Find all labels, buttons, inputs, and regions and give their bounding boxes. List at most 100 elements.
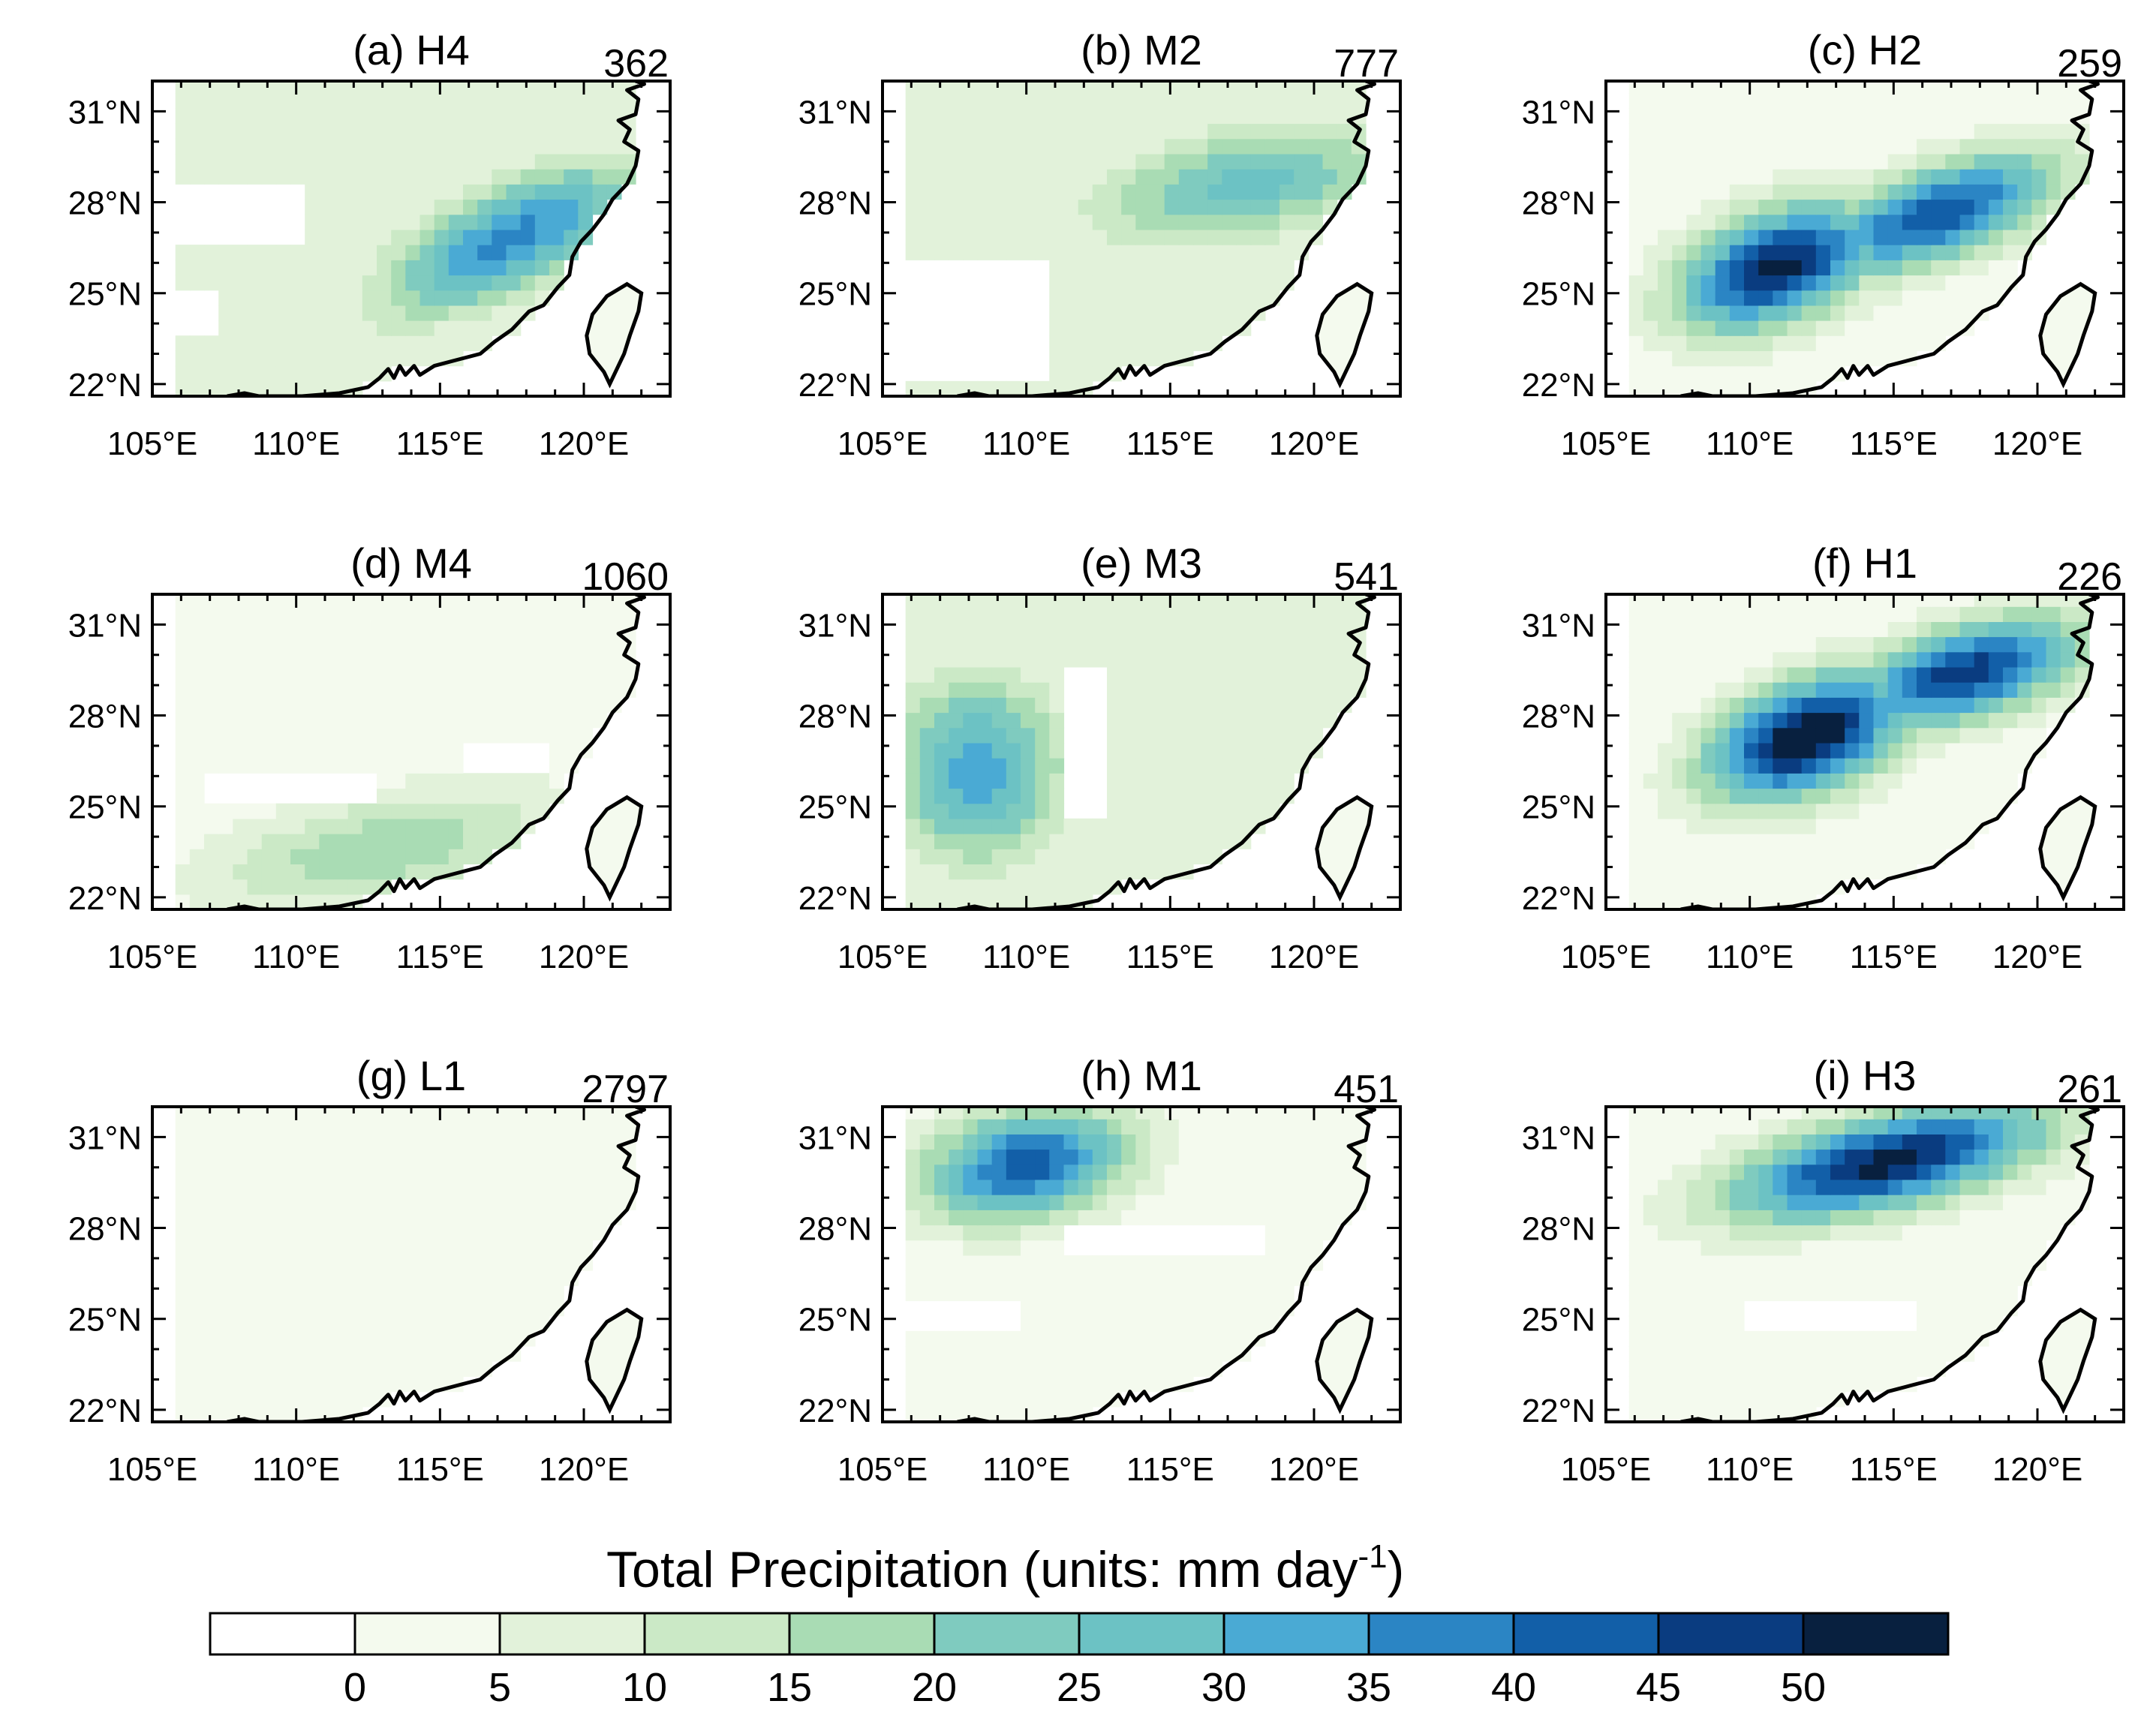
precip-cell <box>520 275 536 291</box>
precip-cell <box>1250 245 1266 260</box>
precip-cell <box>290 335 305 351</box>
precip-cell <box>362 275 377 291</box>
precip-cell <box>1207 1107 1222 1119</box>
precip-cell <box>1236 169 1252 185</box>
precip-cell <box>977 636 993 653</box>
lat-tick-label: 25°N <box>798 276 872 313</box>
precip-cell <box>1178 803 1194 819</box>
precip-cell <box>305 184 320 200</box>
precip-cell <box>1049 594 1065 607</box>
precip-cell <box>1178 1346 1194 1362</box>
precip-cell <box>1207 1300 1222 1317</box>
precip-cell <box>1150 305 1165 321</box>
precip-cell <box>391 245 406 260</box>
precip-cell <box>1264 742 1280 759</box>
precip-cell <box>1049 651 1065 668</box>
precip-cell <box>463 1240 478 1256</box>
precip-cell <box>305 138 320 155</box>
precip-cell <box>1917 138 1932 155</box>
precip-cell <box>305 879 320 895</box>
precip-cell <box>419 320 435 336</box>
precip-cell <box>1902 275 1917 291</box>
precip-cell <box>949 229 964 245</box>
precip-cell <box>305 894 320 909</box>
precip-cell <box>463 1255 478 1271</box>
precip-cell <box>1078 1119 1093 1134</box>
precip-cell <box>977 879 993 895</box>
precip-cell <box>218 1300 233 1317</box>
precip-cell <box>377 1330 392 1347</box>
precip-cell <box>1164 1107 1180 1119</box>
precip-cell <box>1830 260 1845 276</box>
taiwan-outline <box>585 281 644 389</box>
taiwan-outline <box>2038 795 2097 902</box>
precip-cell <box>1758 803 1773 819</box>
precip-cell <box>1164 1134 1180 1150</box>
precip-cell <box>189 1149 205 1165</box>
precip-cell <box>261 81 277 94</box>
precip-cell <box>1628 636 1644 653</box>
precip-cell <box>1917 742 1932 759</box>
precip-cell <box>189 260 205 276</box>
precip-cell <box>1250 773 1266 789</box>
precip-cell <box>305 1361 320 1377</box>
precip-cell <box>1222 153 1237 170</box>
precip-cell <box>1859 108 1875 125</box>
precip-cell <box>1830 305 1845 321</box>
precip-cell <box>1758 290 1773 306</box>
precip-cell <box>520 803 536 819</box>
lat-tick-label: 28°N <box>68 699 142 735</box>
coastline <box>1680 594 2100 909</box>
precip-cell <box>405 138 421 155</box>
precip-cell <box>362 1376 377 1393</box>
precip-cell <box>1887 169 1903 185</box>
precip-cell <box>1006 1376 1021 1393</box>
precip-cell <box>204 606 219 622</box>
precip-cell <box>477 1164 492 1180</box>
precip-cell <box>1279 682 1295 698</box>
precip-cell <box>2003 199 2018 215</box>
precip-cell <box>949 93 964 109</box>
precip-cell <box>578 666 594 683</box>
precip-cell <box>549 1149 564 1165</box>
precip-cell <box>434 108 450 125</box>
precip-cell <box>1236 818 1252 834</box>
precip-cell <box>233 138 248 155</box>
precip-cell <box>1686 350 1702 367</box>
precip-cell <box>477 606 492 622</box>
precip-cell <box>1021 1107 1036 1119</box>
precip-cell <box>1988 93 2004 109</box>
precip-cell <box>405 290 421 306</box>
precip-cell <box>1006 93 1021 109</box>
precip-cell <box>963 1255 979 1271</box>
precip-cell <box>1294 138 1309 155</box>
precip-cell <box>1063 1119 1079 1134</box>
precip-cell <box>247 260 263 276</box>
precip-cell <box>347 365 363 382</box>
precip-cell <box>1729 1346 1745 1362</box>
precip-cell <box>1773 275 1788 291</box>
precip-cell <box>1150 1346 1165 1362</box>
precip-cell <box>1150 1376 1165 1393</box>
precip-cell <box>1700 108 1716 125</box>
precip-cell <box>1686 245 1702 260</box>
precip-cell <box>204 727 219 744</box>
precip-cell <box>1787 229 1803 245</box>
precip-cell <box>1945 682 1961 698</box>
precip-cell <box>419 1134 435 1150</box>
precip-cell <box>1859 305 1875 321</box>
precip-cell <box>1758 894 1773 909</box>
precip-cell <box>319 758 335 774</box>
precip-cell <box>1164 1285 1180 1302</box>
precip-cell <box>275 1134 291 1150</box>
precip-cell <box>919 1255 935 1271</box>
precip-cell <box>1902 290 1917 306</box>
precip-cell <box>1700 594 1716 607</box>
precip-cell <box>949 123 964 140</box>
precip-cell <box>1715 81 1731 94</box>
precip-cell <box>347 682 363 698</box>
precip-cell <box>405 1134 421 1150</box>
precip-cell <box>1643 651 1658 668</box>
precip-cell <box>2031 108 2047 125</box>
precip-cell <box>1006 636 1021 653</box>
